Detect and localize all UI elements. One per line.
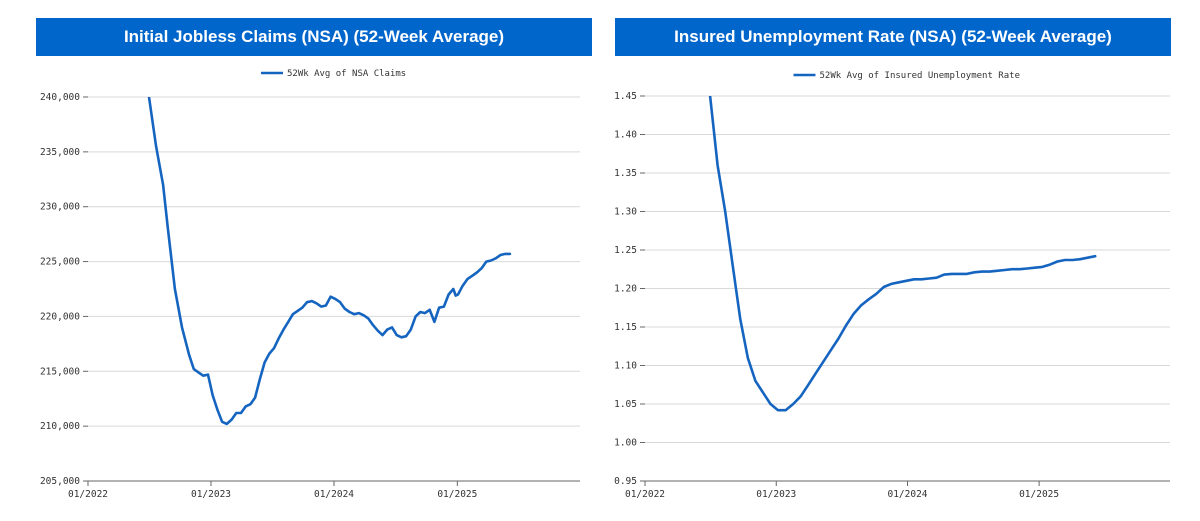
chart-jobless-claims: 240,000 235,000 230,000 225,000 220,000 215,0…	[40, 69, 580, 500]
x-tick-label: 01/2022	[68, 489, 108, 500]
y-tick-label: 0.95	[614, 476, 637, 487]
legend-label: 52Wk Avg of NSA Claims	[287, 69, 406, 79]
x-tick-label: 01/2023	[756, 489, 796, 500]
y-tick-label: 1.20	[614, 284, 637, 295]
y-tick-label: 205,000	[40, 476, 80, 487]
chart-panel-insured-unemployment: Insured Unemployment Rate (NSA) (52-Week…	[614, 18, 1171, 518]
x-tick-label: 01/2024	[314, 489, 354, 500]
y-tick-label: 230,000	[40, 202, 80, 213]
y-tick-label: 1.00	[614, 438, 637, 449]
y-tick-label: 1.35	[614, 168, 637, 179]
chart-title-insured-unemployment: Insured Unemployment Rate (NSA) (52-Week…	[615, 18, 1171, 56]
y-tick-label: 220,000	[40, 311, 80, 322]
x-tick-label: 01/2025	[437, 489, 477, 500]
y-tick-label: 240,000	[40, 92, 80, 103]
series-line	[708, 96, 1097, 412]
y-tick-label: 1.30	[614, 207, 637, 218]
y-tick-label: 1.25	[614, 245, 637, 256]
y-tick-label: 210,000	[40, 421, 80, 432]
x-tick-label: 01/2022	[625, 489, 665, 500]
y-tick-label: 215,000	[40, 366, 80, 377]
y-tick-label: 1.05	[614, 399, 637, 410]
legend-label: 52Wk Avg of Insured Unemployment Rate	[820, 71, 1020, 81]
y-tick-label: 1.45	[614, 91, 637, 102]
y-tick-label: 225,000	[40, 257, 80, 268]
y-tick-label: 1.10	[614, 361, 637, 372]
x-tick-label: 01/2023	[191, 489, 231, 500]
y-tick-label: 1.40	[614, 130, 637, 141]
y-tick-label: 1.15	[614, 322, 637, 333]
x-tick-label: 01/2025	[1019, 489, 1059, 500]
series-line	[147, 97, 512, 426]
chart-insured-unemployment: 1.45 1.40 1.35 1.30 1.25 1.20 1.15 1.10 1.05 1.00…	[614, 71, 1170, 500]
chart-panel-jobless-claims: Initial Jobless Claims (NSA) (52-Week Av…	[36, 18, 592, 518]
chart-title-jobless-claims: Initial Jobless Claims (NSA) (52-Week Av…	[36, 18, 592, 56]
y-tick-label: 235,000	[40, 147, 80, 158]
x-tick-label: 01/2024	[887, 489, 927, 500]
